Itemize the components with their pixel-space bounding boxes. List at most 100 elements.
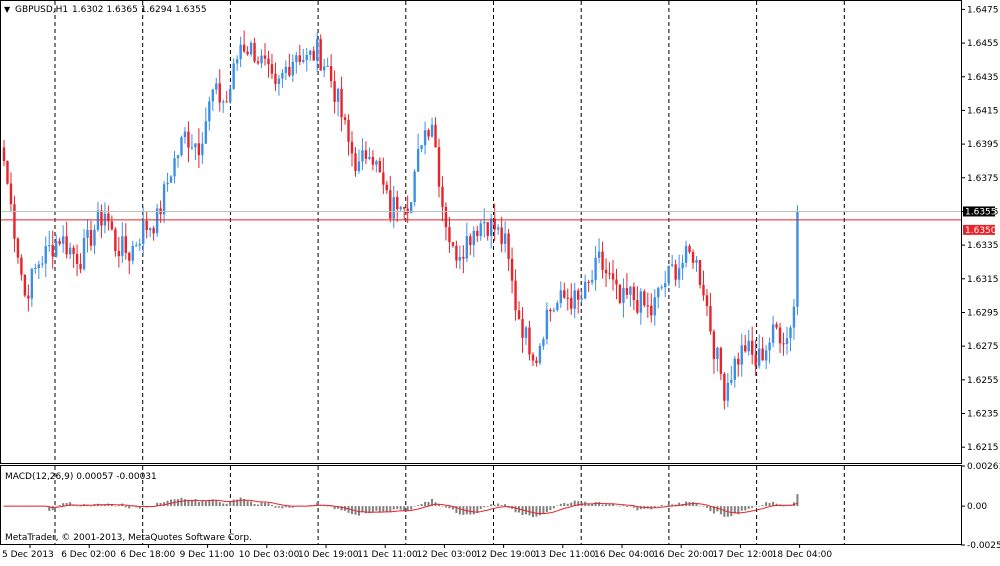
- macd-histogram-bar: [357, 506, 360, 516]
- candle: [312, 46, 315, 61]
- candle: [597, 238, 601, 264]
- candle: [249, 40, 253, 57]
- macd-histogram-bar: [222, 503, 225, 507]
- candle: [577, 288, 580, 314]
- candle: [93, 224, 96, 255]
- candle: [458, 245, 462, 270]
- candle: [583, 274, 587, 300]
- ohlc-readout: 1.6302 1.6365 1.6294 1.6355: [72, 5, 207, 15]
- candle: [618, 284, 622, 305]
- candle: [41, 256, 44, 268]
- macd-histogram-bar: [458, 506, 461, 515]
- candle: [37, 260, 40, 280]
- bid-price-tag: 1.6355: [963, 206, 997, 217]
- macd-histogram-bar: [521, 506, 524, 516]
- candle: [430, 117, 434, 138]
- macd-histogram-bar: [451, 506, 454, 510]
- candle: [625, 273, 629, 299]
- candle: [709, 292, 712, 335]
- macd-histogram-bar: [260, 502, 263, 507]
- candle: [479, 219, 482, 241]
- candle: [135, 241, 138, 247]
- macd-histogram-bar: [420, 504, 423, 507]
- macd-histogram-bar: [476, 506, 479, 514]
- price-tick-label: 1.6255: [967, 376, 999, 386]
- candle: [2, 139, 6, 166]
- macd-histogram-bar: [625, 506, 628, 508]
- candle: [406, 195, 409, 224]
- candle: [730, 365, 733, 386]
- candle: [764, 345, 768, 370]
- macd-histogram-bar: [197, 501, 200, 507]
- macd-histogram-bar: [765, 502, 768, 507]
- time-tick-label: 12 Dec 03:00: [416, 550, 477, 560]
- candle: [768, 337, 771, 364]
- candle: [34, 263, 37, 274]
- candle: [368, 147, 371, 161]
- candle: [281, 69, 284, 88]
- time-tick-label: 13 Dec 11:00: [535, 550, 596, 560]
- candle: [590, 269, 594, 286]
- candle: [302, 48, 305, 64]
- candle: [688, 244, 691, 254]
- macd-histogram-bar: [782, 506, 785, 507]
- macd-histogram-bar: [566, 503, 569, 507]
- macd-histogram-bar: [156, 502, 159, 507]
- time-axis: 5 Dec 2013 6 Dec 02:00 6 Dec 18:00 9 Dec 11…: [2, 545, 832, 560]
- macd-histogram-bar: [678, 502, 681, 507]
- candle: [51, 230, 54, 269]
- macd-histogram-bar: [392, 506, 395, 510]
- candle: [27, 284, 30, 312]
- candle: [556, 300, 559, 312]
- macd-histogram-bar: [444, 506, 447, 508]
- candle: [535, 356, 538, 367]
- candle: [176, 155, 180, 168]
- macd-histogram-bar: [378, 506, 381, 513]
- candle: [114, 227, 117, 257]
- candle: [333, 70, 336, 114]
- candle: [82, 229, 86, 272]
- candle: [632, 282, 636, 311]
- price-tick-label: 1.6215: [967, 443, 999, 453]
- macd-histogram-bar: [340, 506, 343, 511]
- candle: [124, 223, 127, 260]
- macd-histogram-bar: [504, 504, 507, 507]
- candle: [298, 44, 301, 66]
- candle: [705, 289, 709, 317]
- candle: [399, 205, 402, 212]
- candle: [288, 53, 291, 78]
- macd-histogram-bar: [326, 506, 329, 507]
- candle: [636, 286, 639, 315]
- candle: [587, 279, 590, 293]
- candle: [712, 329, 716, 374]
- candle: [503, 221, 507, 253]
- macd-histogram-bar: [438, 504, 440, 507]
- candle: [549, 308, 552, 322]
- candle: [347, 114, 350, 156]
- candle: [211, 88, 214, 111]
- macd-histogram-bar: [653, 506, 656, 508]
- macd-histogram-bar: [79, 506, 82, 507]
- macd-histogram-bar: [183, 499, 186, 507]
- price-axis: 1.6475 1.6455 1.6435 1.6415 1.6395 1.6375 1.63…: [961, 5, 1000, 551]
- macd-histogram-bar: [208, 499, 211, 507]
- macd-histogram-bar: [483, 506, 486, 508]
- macd-histogram-bar: [257, 504, 260, 507]
- time-tick-label: 6 Dec 18:00: [120, 550, 175, 560]
- candle: [740, 333, 743, 377]
- candle: [778, 322, 782, 354]
- candle: [131, 240, 134, 265]
- candle: [350, 131, 354, 167]
- candle: [792, 299, 796, 340]
- candle: [364, 141, 368, 165]
- macd-histogram-bar: [117, 505, 120, 507]
- macd-histogram-bar: [180, 497, 183, 507]
- candle: [566, 288, 569, 311]
- symbol-title-arrow[interactable]: ▼: [4, 5, 11, 14]
- macd-histogram-bar: [399, 506, 402, 510]
- candle: [510, 247, 514, 294]
- candle: [691, 249, 695, 269]
- candle: [455, 240, 458, 269]
- macd-histogram-bar: [431, 498, 434, 507]
